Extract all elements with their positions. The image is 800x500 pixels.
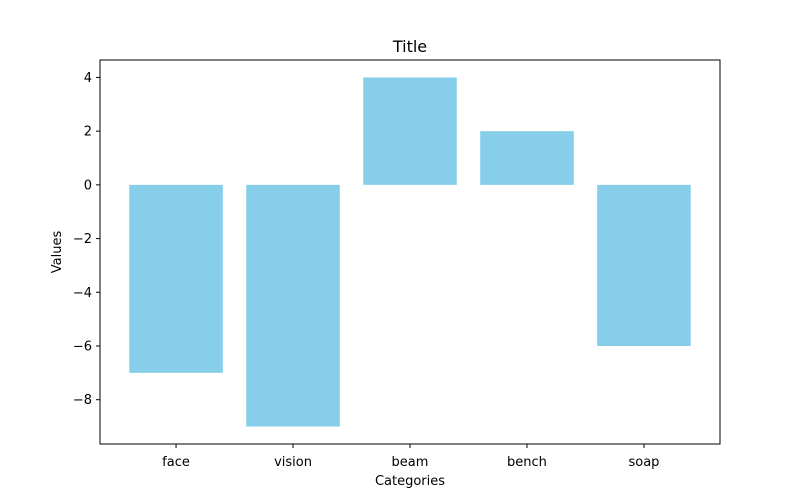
bar-bench	[480, 131, 574, 185]
y-tick-label: 2	[84, 125, 92, 140]
x-tick-label: bench	[507, 455, 547, 470]
bar-soap	[597, 184, 691, 346]
y-axis-label: Values	[50, 231, 65, 274]
bar-series	[129, 77, 691, 427]
x-tick-label: face	[162, 455, 190, 470]
x-tick-label: soap	[628, 455, 659, 470]
y-tick-label: −8	[73, 393, 92, 408]
y-tick-label: −6	[73, 339, 92, 354]
bar-vision	[246, 184, 340, 427]
x-axis-label: Categories	[375, 474, 445, 489]
y-axis-ticks: 4 2 0 −2 −4 −6 −8	[73, 71, 100, 408]
y-tick-label: −4	[73, 286, 92, 301]
x-tick-label: vision	[274, 455, 312, 470]
x-tick-label: beam	[392, 455, 429, 470]
y-tick-label: 4	[84, 71, 92, 86]
y-tick-label: −2	[73, 232, 92, 247]
chart-title: Title	[392, 37, 427, 56]
bar-face	[129, 184, 223, 373]
bar-beam	[363, 77, 457, 185]
plot-area-frame	[99, 59, 721, 445]
x-axis-ticks: face vision beam bench soap	[162, 444, 659, 470]
y-tick-label: 0	[84, 178, 92, 193]
